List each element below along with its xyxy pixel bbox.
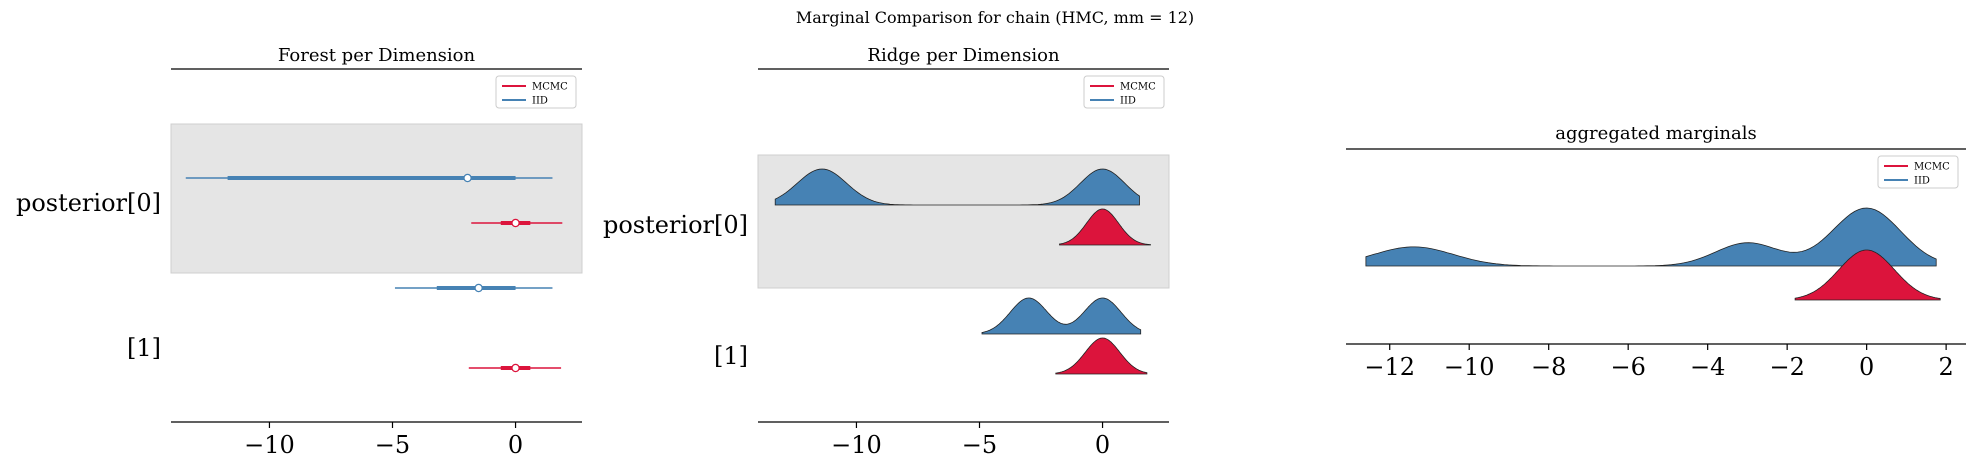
figure-suptitle: Marginal Comparison for chain (HMC, mm =… [796, 8, 1194, 27]
legend-entry-iid: IID [1914, 176, 1930, 187]
x-tick-label: −2 [1769, 353, 1804, 381]
x-tick-label: −5 [962, 431, 997, 459]
x-tick-label: 2 [1938, 353, 1953, 381]
legend-entry-mcmc: MCMC [1914, 162, 1950, 173]
ridge-mcmc [1059, 208, 1151, 246]
ridge-mcmc [1055, 337, 1148, 375]
chart-forest: Forest per Dimension −10 −5 0 posterior[0] [1… [16, 45, 583, 459]
row-label: posterior[0] [603, 211, 748, 239]
x-tick-label: −10 [244, 431, 295, 459]
x-tick-label: −10 [831, 431, 882, 459]
row-label: [1] [127, 334, 161, 362]
chart-title: Forest per Dimension [278, 45, 476, 66]
legend: MCMC IID [495, 75, 577, 109]
legend: MCMC IID [1877, 155, 1959, 189]
chart-title: aggregated marginals [1555, 123, 1756, 144]
row-band [170, 123, 583, 274]
x-tick-label: −5 [375, 431, 410, 459]
x-tick-label: −4 [1690, 353, 1725, 381]
legend-entry-mcmc: MCMC [1120, 82, 1156, 93]
legend: MCMC IID [1083, 75, 1165, 109]
x-tick-label: 0 [508, 431, 523, 459]
ridge-iid [774, 168, 1140, 206]
x-tick-label: 0 [1095, 431, 1110, 459]
legend-entry-iid: IID [1120, 96, 1136, 107]
x-tick-label: −10 [1444, 353, 1495, 381]
legend-entry-mcmc: MCMC [532, 82, 568, 93]
point-estimate-iid [463, 173, 472, 183]
row-label: [1] [714, 342, 748, 370]
chart-title: Ridge per Dimension [867, 45, 1060, 66]
density-mcmc [1794, 249, 1941, 301]
x-tick-label: −8 [1531, 353, 1566, 381]
point-estimate-mcmc [511, 218, 520, 228]
point-estimate-iid [474, 283, 483, 293]
chart-ridge: Ridge per Dimension −10 −5 0 posterior[0] [1]… [603, 45, 1170, 459]
x-tick-label: −6 [1610, 353, 1645, 381]
x-tick-label: 0 [1859, 353, 1874, 381]
x-tick-label: −12 [1364, 353, 1415, 381]
row-label: posterior[0] [16, 189, 161, 217]
chart-density: aggregated marginals −12 −10 −8 −6 −4 −2 0 2 MCMC… [1346, 123, 1966, 381]
chart-panels: Forest per Dimension −10 −5 0 posterior[0] [1… [16, 45, 1966, 459]
legend-entry-iid: IID [532, 96, 548, 107]
point-estimate-mcmc [511, 363, 520, 373]
ridge-iid [981, 297, 1142, 335]
